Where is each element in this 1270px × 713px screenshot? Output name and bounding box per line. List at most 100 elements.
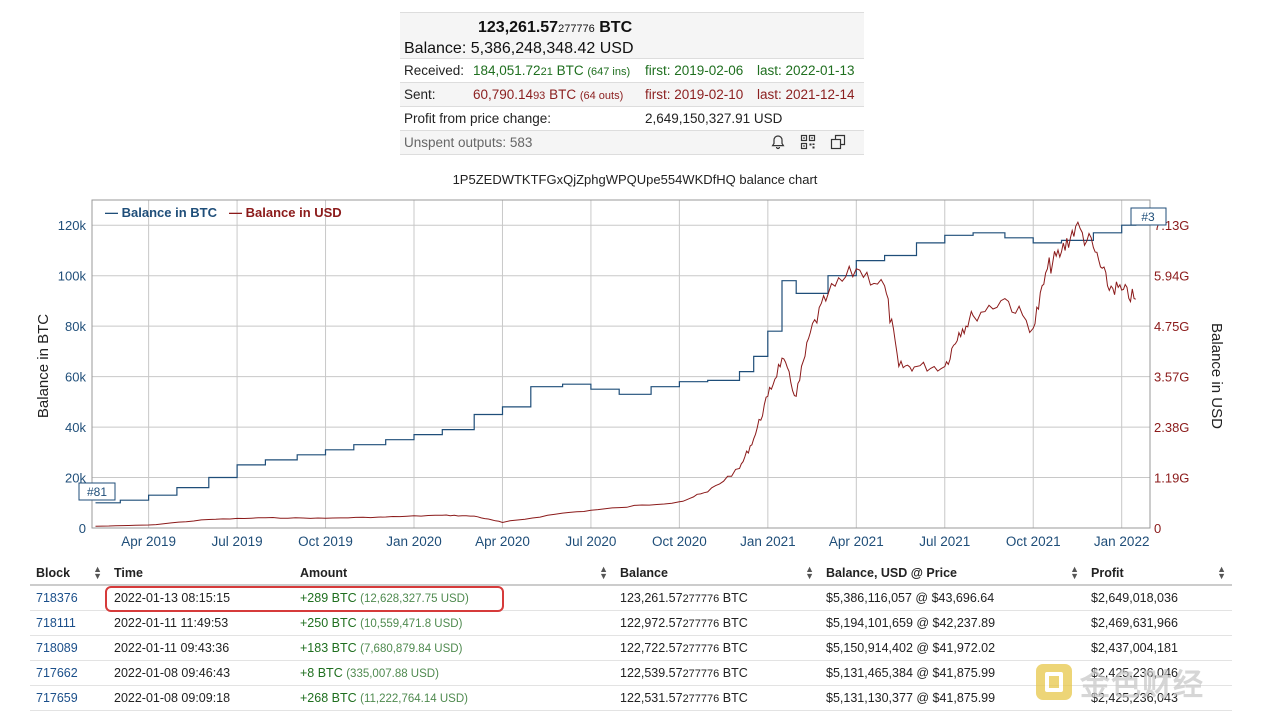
balance-chart: 0 20k 40k 60k 80k 100k 120k 0 1.19G 2.38G 3.57G 4.… <box>35 199 1225 549</box>
y-tick-label: 80k <box>65 319 86 334</box>
first-marker-box <box>78 482 116 501</box>
block-link[interactable]: 718376 <box>30 585 108 611</box>
sort-icon[interactable]: ▲ ▼ <box>599 564 608 581</box>
balance-frac: 277776 <box>682 667 720 680</box>
series-usd-line[interactable] <box>95 220 1136 527</box>
block-number[interactable]: 717659 <box>36 690 78 705</box>
block-number[interactable]: 718089 <box>36 640 78 655</box>
profit-cell: $2,425,236,046 <box>1085 660 1232 686</box>
profit-value: 2,649,150,327.91 USD <box>645 111 783 126</box>
chart-lines <box>95 217 1137 527</box>
amount-usd: (12,628,327.75 USD) <box>360 592 469 605</box>
col-balance-usd[interactable]: Balance, USD @ Price ▲ ▼ <box>820 561 1085 586</box>
chart-grid <box>92 200 1150 528</box>
balance-int: 122,722.57 <box>620 640 683 655</box>
table-row: 718376 2022-01-13 08:15:15 +289 BTC (12,62… <box>30 585 1232 611</box>
block-number[interactable]: 718376 <box>36 590 78 605</box>
balance-unit: BTC <box>719 615 748 630</box>
plot-frame <box>91 199 1151 529</box>
series-btc-line[interactable] <box>95 217 1137 504</box>
block-link[interactable]: 717659 <box>30 685 108 711</box>
x-tick-label: Jul 2020 <box>565 534 616 549</box>
y2-tick-label: 1.19G <box>1154 470 1189 485</box>
col-block[interactable]: Block ▲ ▼ <box>30 561 108 586</box>
y-tick-label: 60k <box>65 370 86 385</box>
balance-int: 122,972.57 <box>620 615 683 630</box>
copy-icon[interactable] <box>830 134 846 150</box>
balance-btc: 123,261.57277776 BTC <box>478 17 860 40</box>
col-profit[interactable]: Profit ▲ ▼ <box>1085 561 1232 586</box>
received-row: Received: 184,051.7221 BTC (647 ins) fir… <box>400 59 864 83</box>
time-cell: 2022-01-08 09:09:18 <box>108 685 294 711</box>
profit-cell: $2,437,004,181 <box>1085 635 1232 661</box>
balance-usd-price: $5,131,465,384 @ $41,875.99 <box>826 665 996 680</box>
sort-icon[interactable]: ▲ ▼ <box>1217 564 1226 581</box>
legend-usd[interactable]: — Balance in USD <box>229 205 342 220</box>
profit-row: Profit from price change: 2,649,150,327.… <box>400 107 864 131</box>
received-count: (647 ins) <box>587 66 631 78</box>
last-marker[interactable]: #3 <box>1130 207 1167 226</box>
time-value: 2022-01-08 09:09:18 <box>114 690 231 705</box>
amount-cell: +183 BTC (7,680,879.84 USD) <box>294 635 614 661</box>
x-tick-label: Apr 2021 <box>829 534 884 549</box>
balance-cell: 123,261.57277776 BTC <box>614 585 820 611</box>
y-tick-label: 20k <box>65 471 86 486</box>
y2-tick-label: 0 <box>1154 521 1161 536</box>
block-number[interactable]: 717662 <box>36 665 78 680</box>
x-tick-label: Apr 2019 <box>121 534 176 549</box>
balance-cell: 122,722.57277776 BTC <box>614 635 820 661</box>
time-cell: 2022-01-13 08:15:15 <box>108 585 294 611</box>
x-tick-label: Jul 2021 <box>919 534 970 549</box>
time-value: 2022-01-08 09:46:43 <box>114 665 231 680</box>
time-value: 2022-01-13 08:15:15 <box>114 590 231 605</box>
last-marker-box <box>1130 207 1167 226</box>
received-amount: 184,051.7221 BTC (647 ins) <box>473 63 630 78</box>
profit-cell: $2,425,236,043 <box>1085 685 1232 711</box>
table-header-row: Block ▲ ▼ Time Amount ▲ ▼ Balance ▲ ▼ Balance,… <box>30 561 1232 586</box>
col-amount[interactable]: Amount ▲ ▼ <box>294 561 614 586</box>
sort-icon[interactable]: ▲ ▼ <box>93 564 102 581</box>
balance-usd-label: Balance: <box>404 40 471 57</box>
received-frac: 21 <box>540 66 553 78</box>
legend-btc[interactable]: — Balance in BTC <box>105 205 218 220</box>
y2-tick-label: 4.75G <box>1154 319 1189 334</box>
y-axis-ticks: 0 20k 40k 60k 80k 100k 120k <box>58 218 87 536</box>
bell-icon[interactable] <box>770 134 786 150</box>
balance-usd-cell: $5,150,914,402 @ $41,972.02 <box>820 635 1085 661</box>
block-number[interactable]: 718111 <box>36 615 76 630</box>
sent-last: last: 2021-12-14 <box>757 87 855 102</box>
qr-code-icon[interactable] <box>800 134 816 150</box>
col-time[interactable]: Time <box>108 561 294 586</box>
table-body: 718376 2022-01-13 08:15:15 +289 BTC (12,62… <box>30 585 1232 711</box>
balance-frac: 277776 <box>682 692 720 705</box>
time-cell: 2022-01-08 09:46:43 <box>108 660 294 686</box>
balance-unit: BTC <box>719 665 748 680</box>
sort-icon[interactable]: ▲ ▼ <box>805 564 814 581</box>
amount-cell: +8 BTC (335,007.88 USD) <box>294 660 614 686</box>
received-label: Received: <box>404 63 465 78</box>
col-profit-label: Profit <box>1091 565 1124 580</box>
amount-cell: +268 BTC (11,222,764.14 USD) <box>294 685 614 711</box>
watermark-text: 金色财经 <box>1080 668 1204 703</box>
balance-cell: 122,539.57277776 BTC <box>614 660 820 686</box>
profit-amount: $2,425,236,046 <box>1091 665 1178 680</box>
balance-unit: BTC <box>719 590 748 605</box>
block-link[interactable]: 717662 <box>30 660 108 686</box>
watermark-logo-icon <box>1036 664 1072 700</box>
col-balance[interactable]: Balance ▲ ▼ <box>614 561 820 586</box>
sort-icon[interactable]: ▲ ▼ <box>1070 564 1079 581</box>
unspent-label: Unspent outputs: 583 <box>404 135 533 150</box>
amount-cell: +289 BTC (12,628,327.75 USD) <box>294 585 614 611</box>
balance-usd-price: $5,131,130,377 @ $41,875.99 <box>826 690 996 705</box>
sent-int: 60,790.14 <box>473 87 534 102</box>
profit-cell: $2,469,631,966 <box>1085 610 1232 636</box>
block-link[interactable]: 718111 <box>30 610 108 636</box>
profit-amount: $2,437,004,181 <box>1091 640 1178 655</box>
received-int: 184,051.72 <box>473 63 541 78</box>
x-tick-label: Jan 2022 <box>1094 534 1150 549</box>
block-link[interactable]: 718089 <box>30 635 108 661</box>
first-marker[interactable]: #81 <box>78 482 116 501</box>
balance-usd-price: $5,386,116,057 @ $43,696.64 <box>826 590 995 605</box>
balance-usd-price: $5,194,101,659 @ $42,237.89 <box>826 615 996 630</box>
